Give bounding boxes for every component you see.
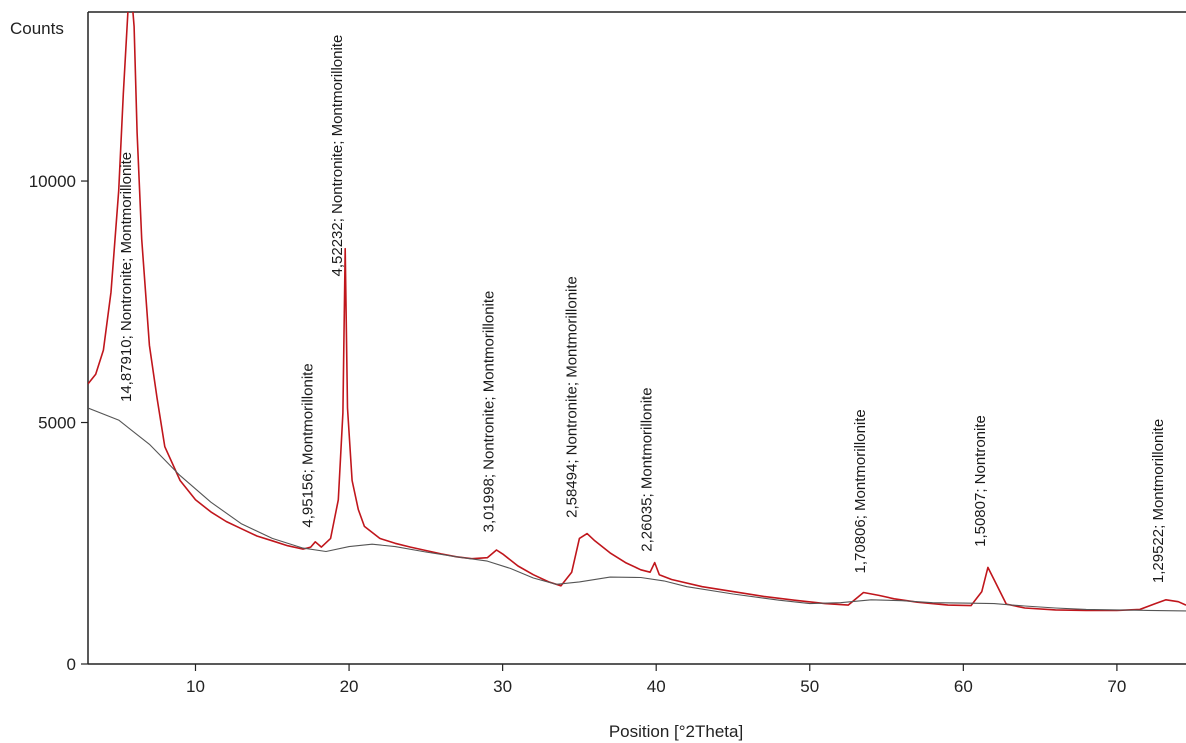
background-curve [88, 407, 1186, 612]
peak-annotation: 4,95156; Montmorillonite [299, 363, 316, 527]
x-axis-title: Position [°2Theta] [609, 722, 743, 741]
peak-annotations: 14,87910; Nontronite; Montmorillonite 4,9… [118, 35, 1167, 583]
x-tick-label: 30 [493, 677, 512, 696]
x-tick-label: 10 [186, 677, 205, 696]
peak-annotation: 1,50807; Nontronite [972, 415, 989, 547]
y-tick-label: 5000 [38, 414, 76, 433]
peak-annotation: 2,58494; Nontronite; Montmorillonite [563, 276, 580, 518]
axes [87, 11, 1186, 665]
peak-annotation: 1,70806; Montmorillonite [852, 409, 869, 573]
peak-annotation: 4,52232; Nontronite; Montmorillonite [329, 35, 346, 277]
x-tick-label: 40 [647, 677, 666, 696]
peak-annotation: 3,01998; Nontronite; Montmorillonite [481, 291, 498, 533]
y-tick-label: 0 [67, 655, 76, 674]
x-tick-label: 70 [1107, 677, 1126, 696]
peak-annotation: 1,29522; Montmorillonite [1150, 419, 1167, 583]
peak-annotation: 14,87910; Nontronite; Montmorillonite [118, 152, 135, 402]
peak-annotation: 2,26035; Montmorillonite [639, 387, 656, 551]
y-axis-title: Counts [10, 19, 64, 38]
y-tick-label: 10000 [29, 172, 76, 191]
ticks: 10 20 30 40 50 60 70 0 5000 10000 [29, 172, 1127, 696]
series-group [88, 12, 1186, 612]
x-tick-label: 20 [340, 677, 359, 696]
diffraction-pattern-line [88, 12, 1186, 612]
x-tick-label: 50 [800, 677, 819, 696]
x-tick-label: 60 [954, 677, 973, 696]
